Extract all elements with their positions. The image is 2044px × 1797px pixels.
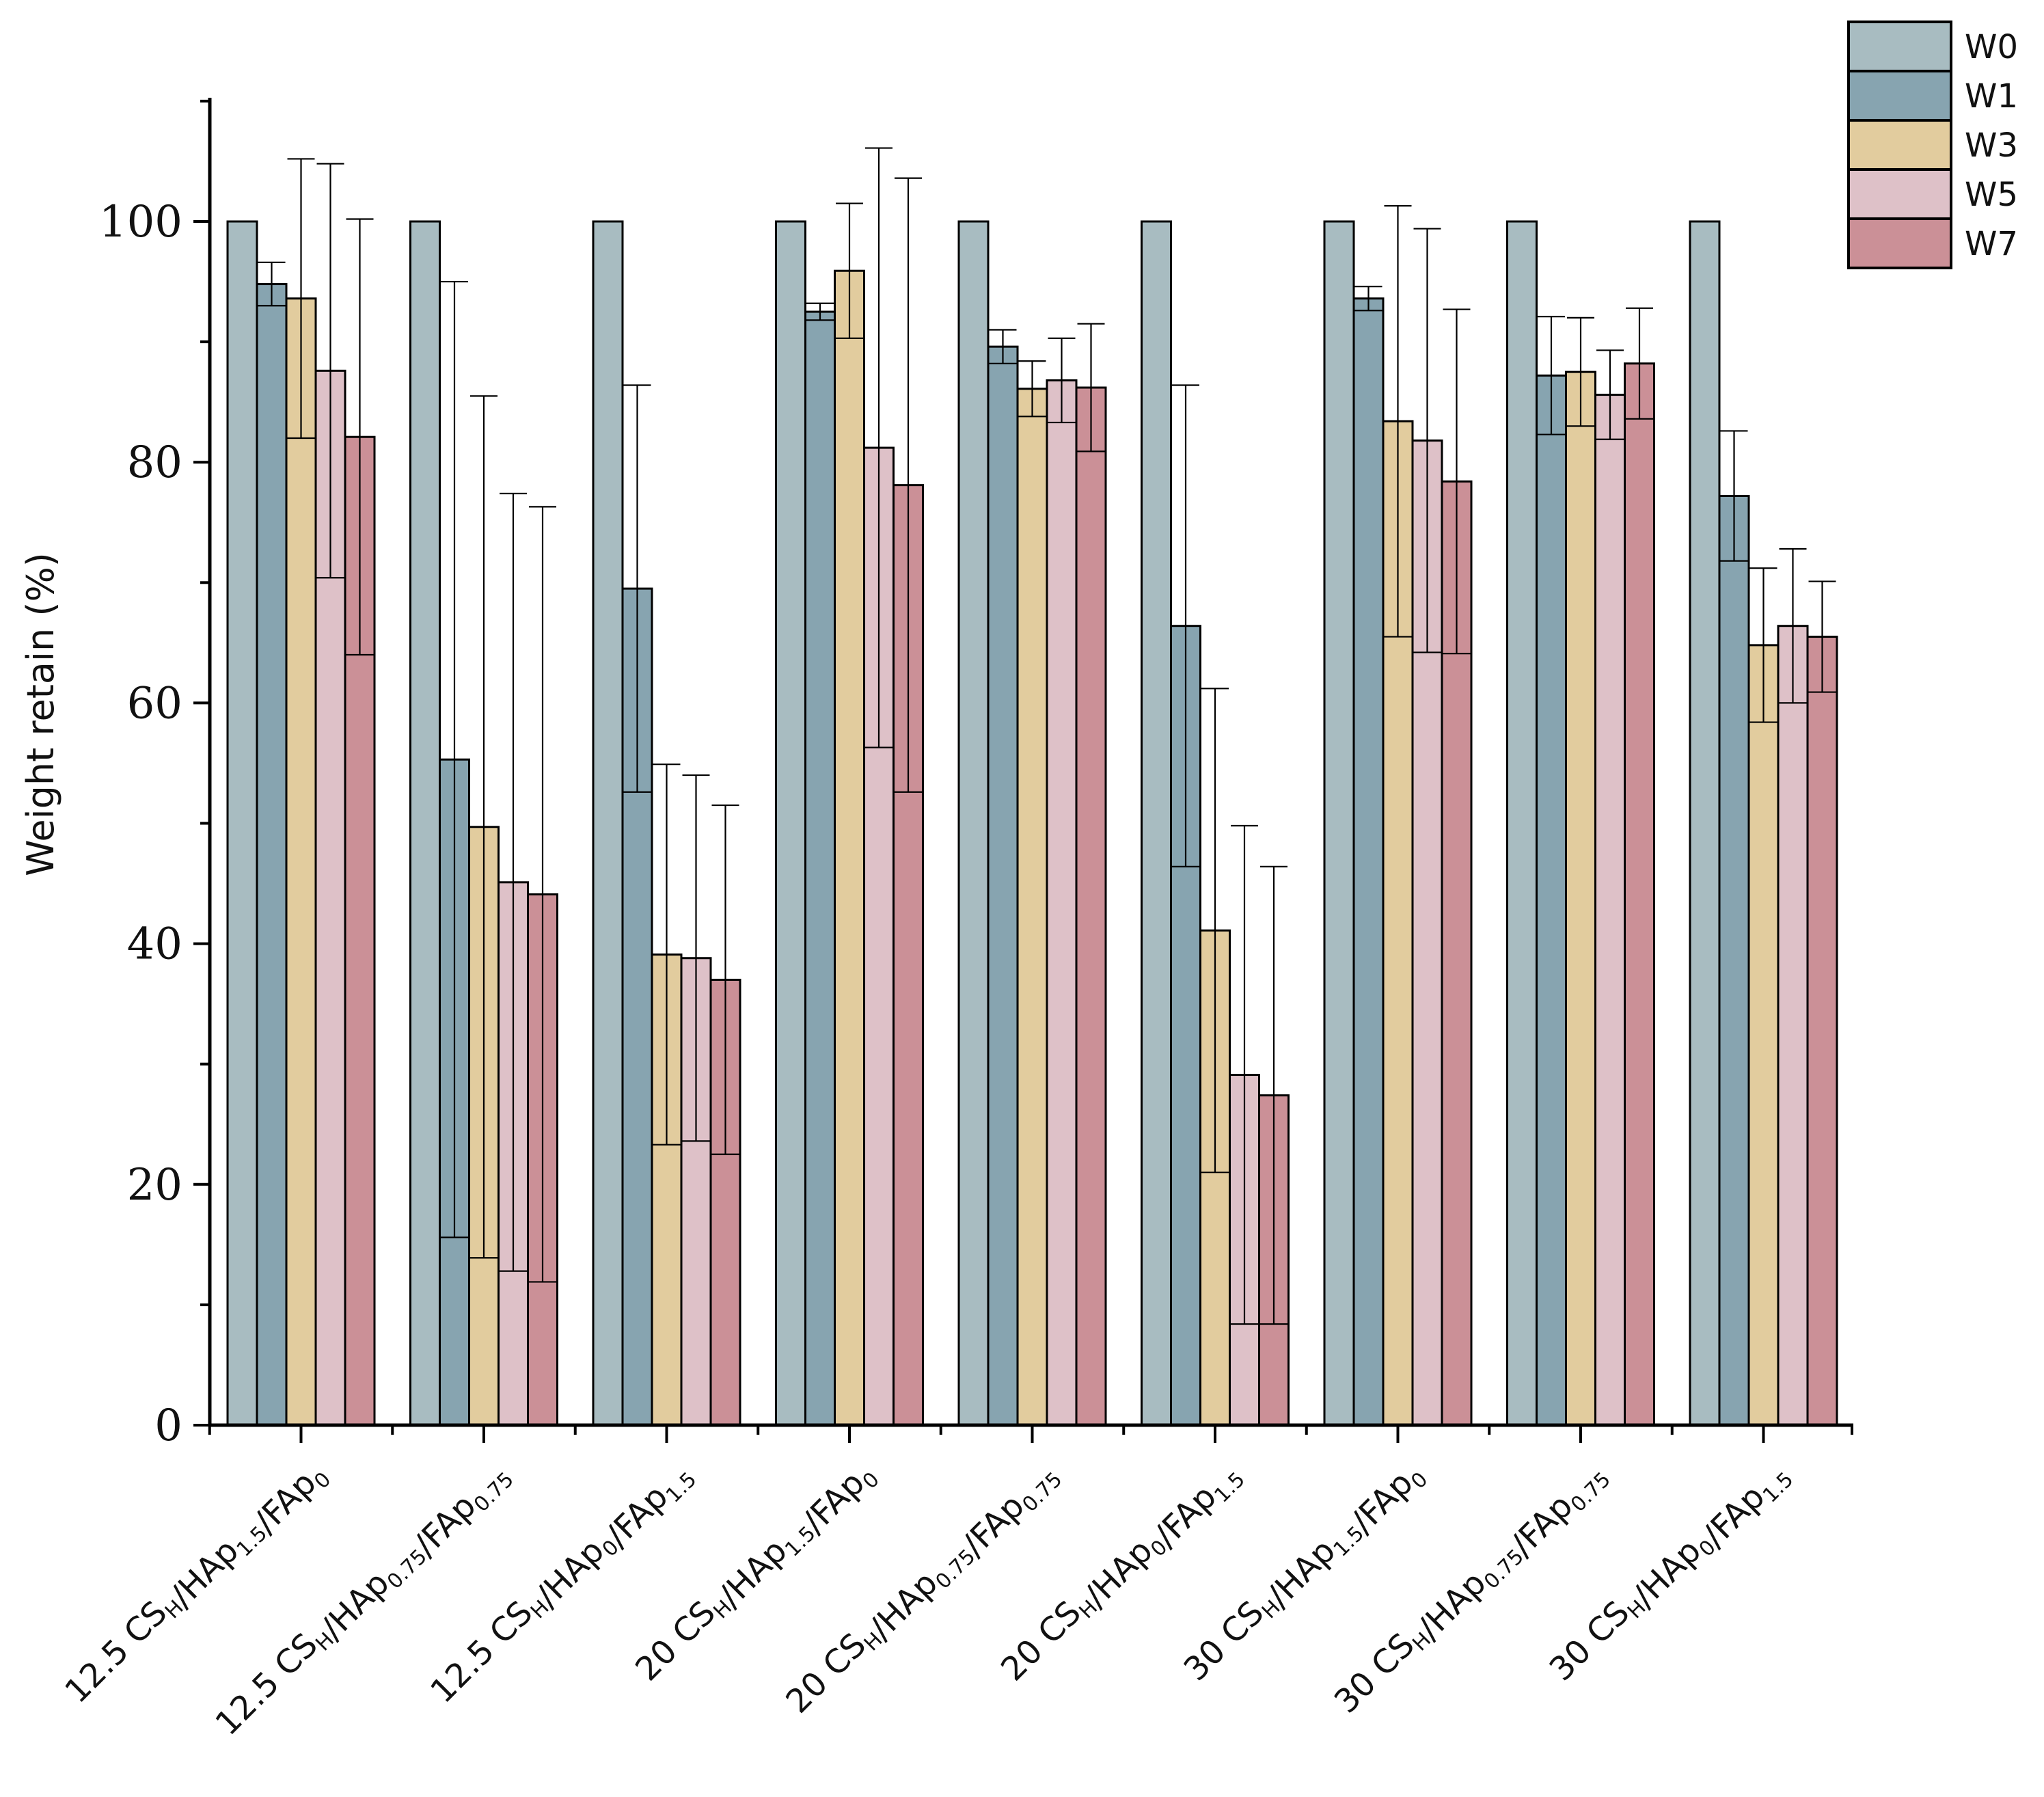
error-bar-w5-6: [1231, 824, 1258, 1325]
error-bar-w5-4: [865, 147, 892, 748]
bar-w0-3: [592, 220, 624, 1427]
bar-w5-9: [1777, 625, 1809, 1427]
error-bar-w3-3: [653, 764, 681, 1146]
bar-w3-8: [1565, 370, 1596, 1427]
y-tick-label-40: 40: [127, 919, 182, 970]
error-bar-w5-7: [1413, 228, 1441, 653]
error-bar-w7-2: [529, 506, 556, 1283]
bar-w3-5: [1016, 388, 1048, 1427]
error-bar-w5-8: [1596, 349, 1624, 440]
legend-label-w7: W7: [1965, 225, 2018, 263]
error-bar-w1-1: [258, 261, 286, 307]
bar-w1-8: [1536, 374, 1567, 1427]
error-bar-w7-1: [346, 218, 374, 656]
error-bar-w1-6: [1172, 384, 1199, 867]
bar-w0-4: [775, 220, 806, 1427]
y-tick-label-80: 80: [127, 437, 182, 488]
bar-w1-1: [256, 283, 288, 1427]
bar-w3-4: [834, 269, 865, 1427]
bar-w0-2: [409, 220, 441, 1427]
error-bar-w3-4: [836, 202, 863, 339]
error-bar-w3-8: [1567, 316, 1594, 427]
bar-w1-4: [804, 310, 836, 1427]
y-tick-label-100: 100: [99, 197, 182, 247]
error-bar-w7-9: [1808, 580, 1836, 693]
y-tick-label-20: 20: [127, 1160, 182, 1211]
legend-swatch-w7: [1847, 217, 1952, 269]
error-bar-w5-5: [1048, 337, 1076, 424]
bar-w0-7: [1323, 220, 1355, 1427]
error-bar-w1-9: [1720, 430, 1748, 562]
bar-w0-5: [957, 220, 990, 1427]
bar-w7-8: [1624, 362, 1655, 1427]
error-bar-w7-3: [711, 804, 739, 1155]
legend-swatch-w5: [1847, 168, 1952, 220]
bar-w5-8: [1594, 394, 1626, 1427]
error-bar-w1-2: [441, 280, 468, 1239]
error-bars-layer: [258, 147, 1836, 1325]
error-bar-w7-4: [895, 177, 922, 793]
legend-label-w3: W3: [1965, 126, 2018, 165]
error-bar-w1-8: [1538, 316, 1565, 435]
legend-swatch-w1: [1847, 70, 1952, 122]
error-bar-w7-7: [1443, 308, 1471, 655]
error-bar-w3-7: [1384, 205, 1412, 638]
bar-w7-5: [1075, 386, 1107, 1427]
legend-label-w0: W0: [1965, 28, 2018, 66]
bar-w0-1: [226, 220, 258, 1427]
error-bar-w1-7: [1354, 285, 1382, 312]
bar-w0-6: [1141, 220, 1172, 1427]
legend-swatch-w0: [1847, 21, 1952, 72]
bar-w3-9: [1747, 644, 1780, 1427]
legend-label-w5: W5: [1965, 176, 2018, 214]
bar-w7-9: [1806, 636, 1838, 1427]
error-bar-w1-4: [806, 302, 834, 321]
bar-w5-5: [1046, 379, 1078, 1427]
error-bar-w3-5: [1018, 360, 1046, 418]
legend-swatch-w3: [1847, 119, 1952, 171]
error-bar-w7-5: [1077, 323, 1105, 452]
error-bar-w3-2: [470, 395, 498, 1259]
legend-label-w1: W1: [1965, 77, 2018, 116]
error-bar-w7-8: [1626, 307, 1653, 420]
error-bar-w3-6: [1201, 688, 1229, 1174]
bar-w3-1: [285, 297, 317, 1427]
y-tick-label-0: 0: [154, 1401, 182, 1451]
error-bar-w1-5: [989, 329, 1017, 364]
bar-w0-8: [1506, 220, 1538, 1427]
error-bar-w5-2: [500, 492, 527, 1272]
error-bar-w7-6: [1260, 865, 1287, 1325]
error-bar-w5-3: [682, 774, 710, 1142]
error-bar-w1-3: [623, 384, 651, 793]
y-tick-label-60: 60: [127, 678, 182, 729]
y-ticks: 0 20 40 60 80 100: [99, 99, 210, 1451]
bar-w1-5: [987, 345, 1019, 1427]
y-axis-title: Weight retain (%): [19, 552, 62, 876]
error-bar-w5-1: [316, 163, 344, 579]
error-bar-w3-9: [1749, 567, 1777, 723]
bar-w1-7: [1352, 297, 1385, 1427]
x-tick-label-9: 30 CSH/HAp0/FAp1.5: [1542, 1445, 1799, 1701]
legend: W0 W1 W3 W5 W7: [1847, 21, 2018, 269]
error-bar-w3-1: [287, 158, 315, 440]
bar-w1-9: [1718, 495, 1750, 1427]
x-tick-label-2: 12.5 CSH/HAp0.75/FAp0.75: [208, 1445, 519, 1755]
bar-w0-9: [1689, 220, 1721, 1427]
error-bar-w5-9: [1779, 548, 1807, 704]
